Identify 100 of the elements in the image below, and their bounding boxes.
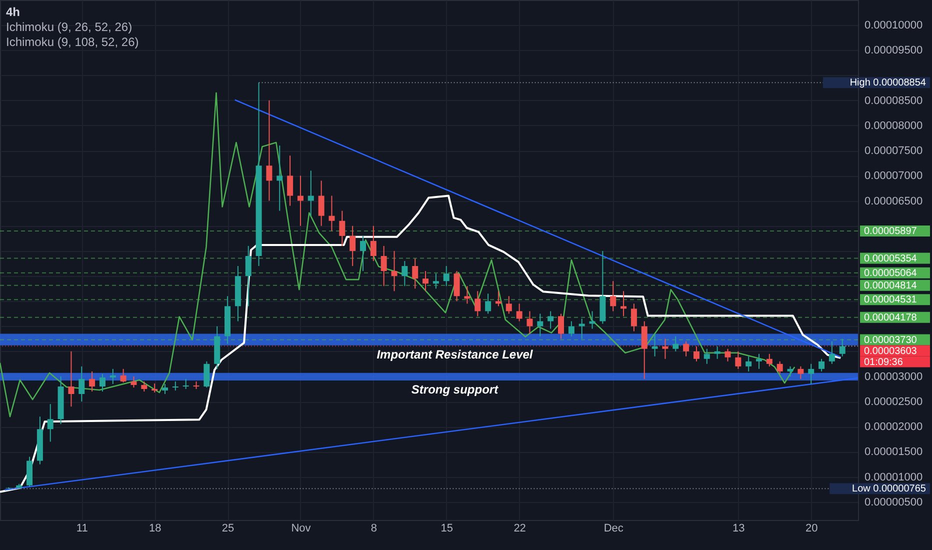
candlestick <box>443 266 450 287</box>
candlestick <box>172 380 178 391</box>
candlestick <box>287 155 294 206</box>
candlestick <box>630 303 637 332</box>
candlestick <box>328 195 335 232</box>
candlestick <box>714 346 720 360</box>
x-tick-label: 15 <box>440 522 453 534</box>
candlestick <box>746 356 752 372</box>
x-tick-label: 18 <box>148 522 162 534</box>
candlestick <box>641 320 648 380</box>
y-tick-label: 0.00008000 <box>864 120 923 132</box>
candlestick <box>370 225 376 262</box>
candlestick <box>683 340 690 357</box>
candlestick <box>620 290 627 317</box>
y-tick-label: 0.00003000 <box>864 370 923 383</box>
annotation: Low 0.00000765 <box>852 484 926 495</box>
ref-line-label: 0.00004531 <box>864 294 918 306</box>
x-tick-label: 22 <box>514 522 526 534</box>
ref-line-label: 0.00005897 <box>864 226 918 238</box>
candlestick <box>360 235 366 272</box>
y-tick-label: 0.00002500 <box>864 396 923 408</box>
y-tick-label: 0.00006500 <box>864 195 923 208</box>
candlestick <box>818 358 825 372</box>
candlestick <box>120 368 126 383</box>
candlestick <box>276 145 283 212</box>
band-label: Important Resistance Level <box>376 347 534 362</box>
candlestick <box>589 310 596 330</box>
candlestick <box>432 273 439 290</box>
candlestick <box>402 260 408 287</box>
candlestick <box>68 350 74 408</box>
y-tick-label: 0.00000500 <box>864 496 923 508</box>
candlestick <box>318 180 324 226</box>
ref-line-label: 0.00005064 <box>864 268 918 279</box>
candlestick <box>266 100 272 202</box>
candlestick <box>693 346 700 362</box>
candlestick <box>464 286 470 304</box>
candlestick <box>672 336 679 352</box>
candlestick <box>724 348 731 362</box>
x-tick-label: Nov <box>291 522 312 534</box>
candlestick <box>485 293 492 314</box>
candlestick <box>662 338 668 360</box>
chart-title: 4h <box>6 5 20 19</box>
candlestick <box>162 383 168 395</box>
x-tick-label: 25 <box>222 522 234 534</box>
x-tick-label: 20 <box>805 522 818 534</box>
y-tick-label: 0.00002000 <box>864 421 923 434</box>
candlestick <box>798 366 804 380</box>
candlestick <box>526 310 533 334</box>
y-tick-label: 0.00007000 <box>864 170 923 182</box>
ref-line-label: 0.00004178 <box>864 312 918 324</box>
y-tick-label: 0.00008500 <box>864 94 923 107</box>
x-tick-label: 8 <box>370 522 377 534</box>
candlestick <box>89 370 96 392</box>
candlestick <box>110 368 116 384</box>
candlestick <box>558 313 564 340</box>
y-tick-label: 0.00010000 <box>864 20 923 32</box>
y-tick-label: 0.00001000 <box>864 471 923 484</box>
candlestick <box>99 373 106 392</box>
annotation: Ichimoku (9, 26, 52, 26) <box>6 20 132 34</box>
x-tick-label: 13 <box>732 522 745 534</box>
y-tick-label: 0.00001500 <box>864 446 923 458</box>
candlestick <box>839 338 846 357</box>
ref-line-label: 0.00003730 <box>864 334 918 346</box>
annotation: High 0.00008854 <box>850 78 926 89</box>
candlestick <box>474 290 481 317</box>
candlestick <box>495 290 502 307</box>
candlestick <box>141 380 148 392</box>
candlestick <box>787 366 794 377</box>
candlestick <box>152 382 158 394</box>
candlestick <box>391 250 398 292</box>
candlestick <box>766 353 772 367</box>
x-tick-label: 11 <box>76 522 88 534</box>
candlestick <box>704 348 710 364</box>
y-tick-label: 0.00007500 <box>864 145 923 158</box>
candlestick <box>548 310 554 330</box>
candlestick <box>454 270 460 302</box>
y-tick-label: 0.00009500 <box>864 44 923 57</box>
candlestick <box>776 360 783 374</box>
candlestick <box>339 210 346 246</box>
candlestick <box>506 296 512 314</box>
candlestick <box>245 245 252 307</box>
candlestick <box>47 404 54 442</box>
candlestick <box>308 170 314 216</box>
annotation: Ichimoku (9, 108, 52, 26) <box>6 35 139 49</box>
candlestick <box>735 350 742 370</box>
candlestick <box>130 376 137 388</box>
candlestick <box>756 353 762 370</box>
candlestick <box>652 333 658 357</box>
candlestick <box>828 340 835 364</box>
candlestick <box>204 360 210 388</box>
candlestick <box>578 318 585 340</box>
candlestick <box>610 280 616 312</box>
candlestick <box>516 303 522 322</box>
candlestick <box>422 270 429 292</box>
ref-line-label: 0.00004814 <box>864 280 918 292</box>
candlestick <box>78 366 85 402</box>
annotation: 01:09:36 <box>864 356 904 368</box>
candlestick <box>412 258 418 290</box>
candlestick <box>380 245 387 287</box>
candlestick <box>350 225 356 267</box>
